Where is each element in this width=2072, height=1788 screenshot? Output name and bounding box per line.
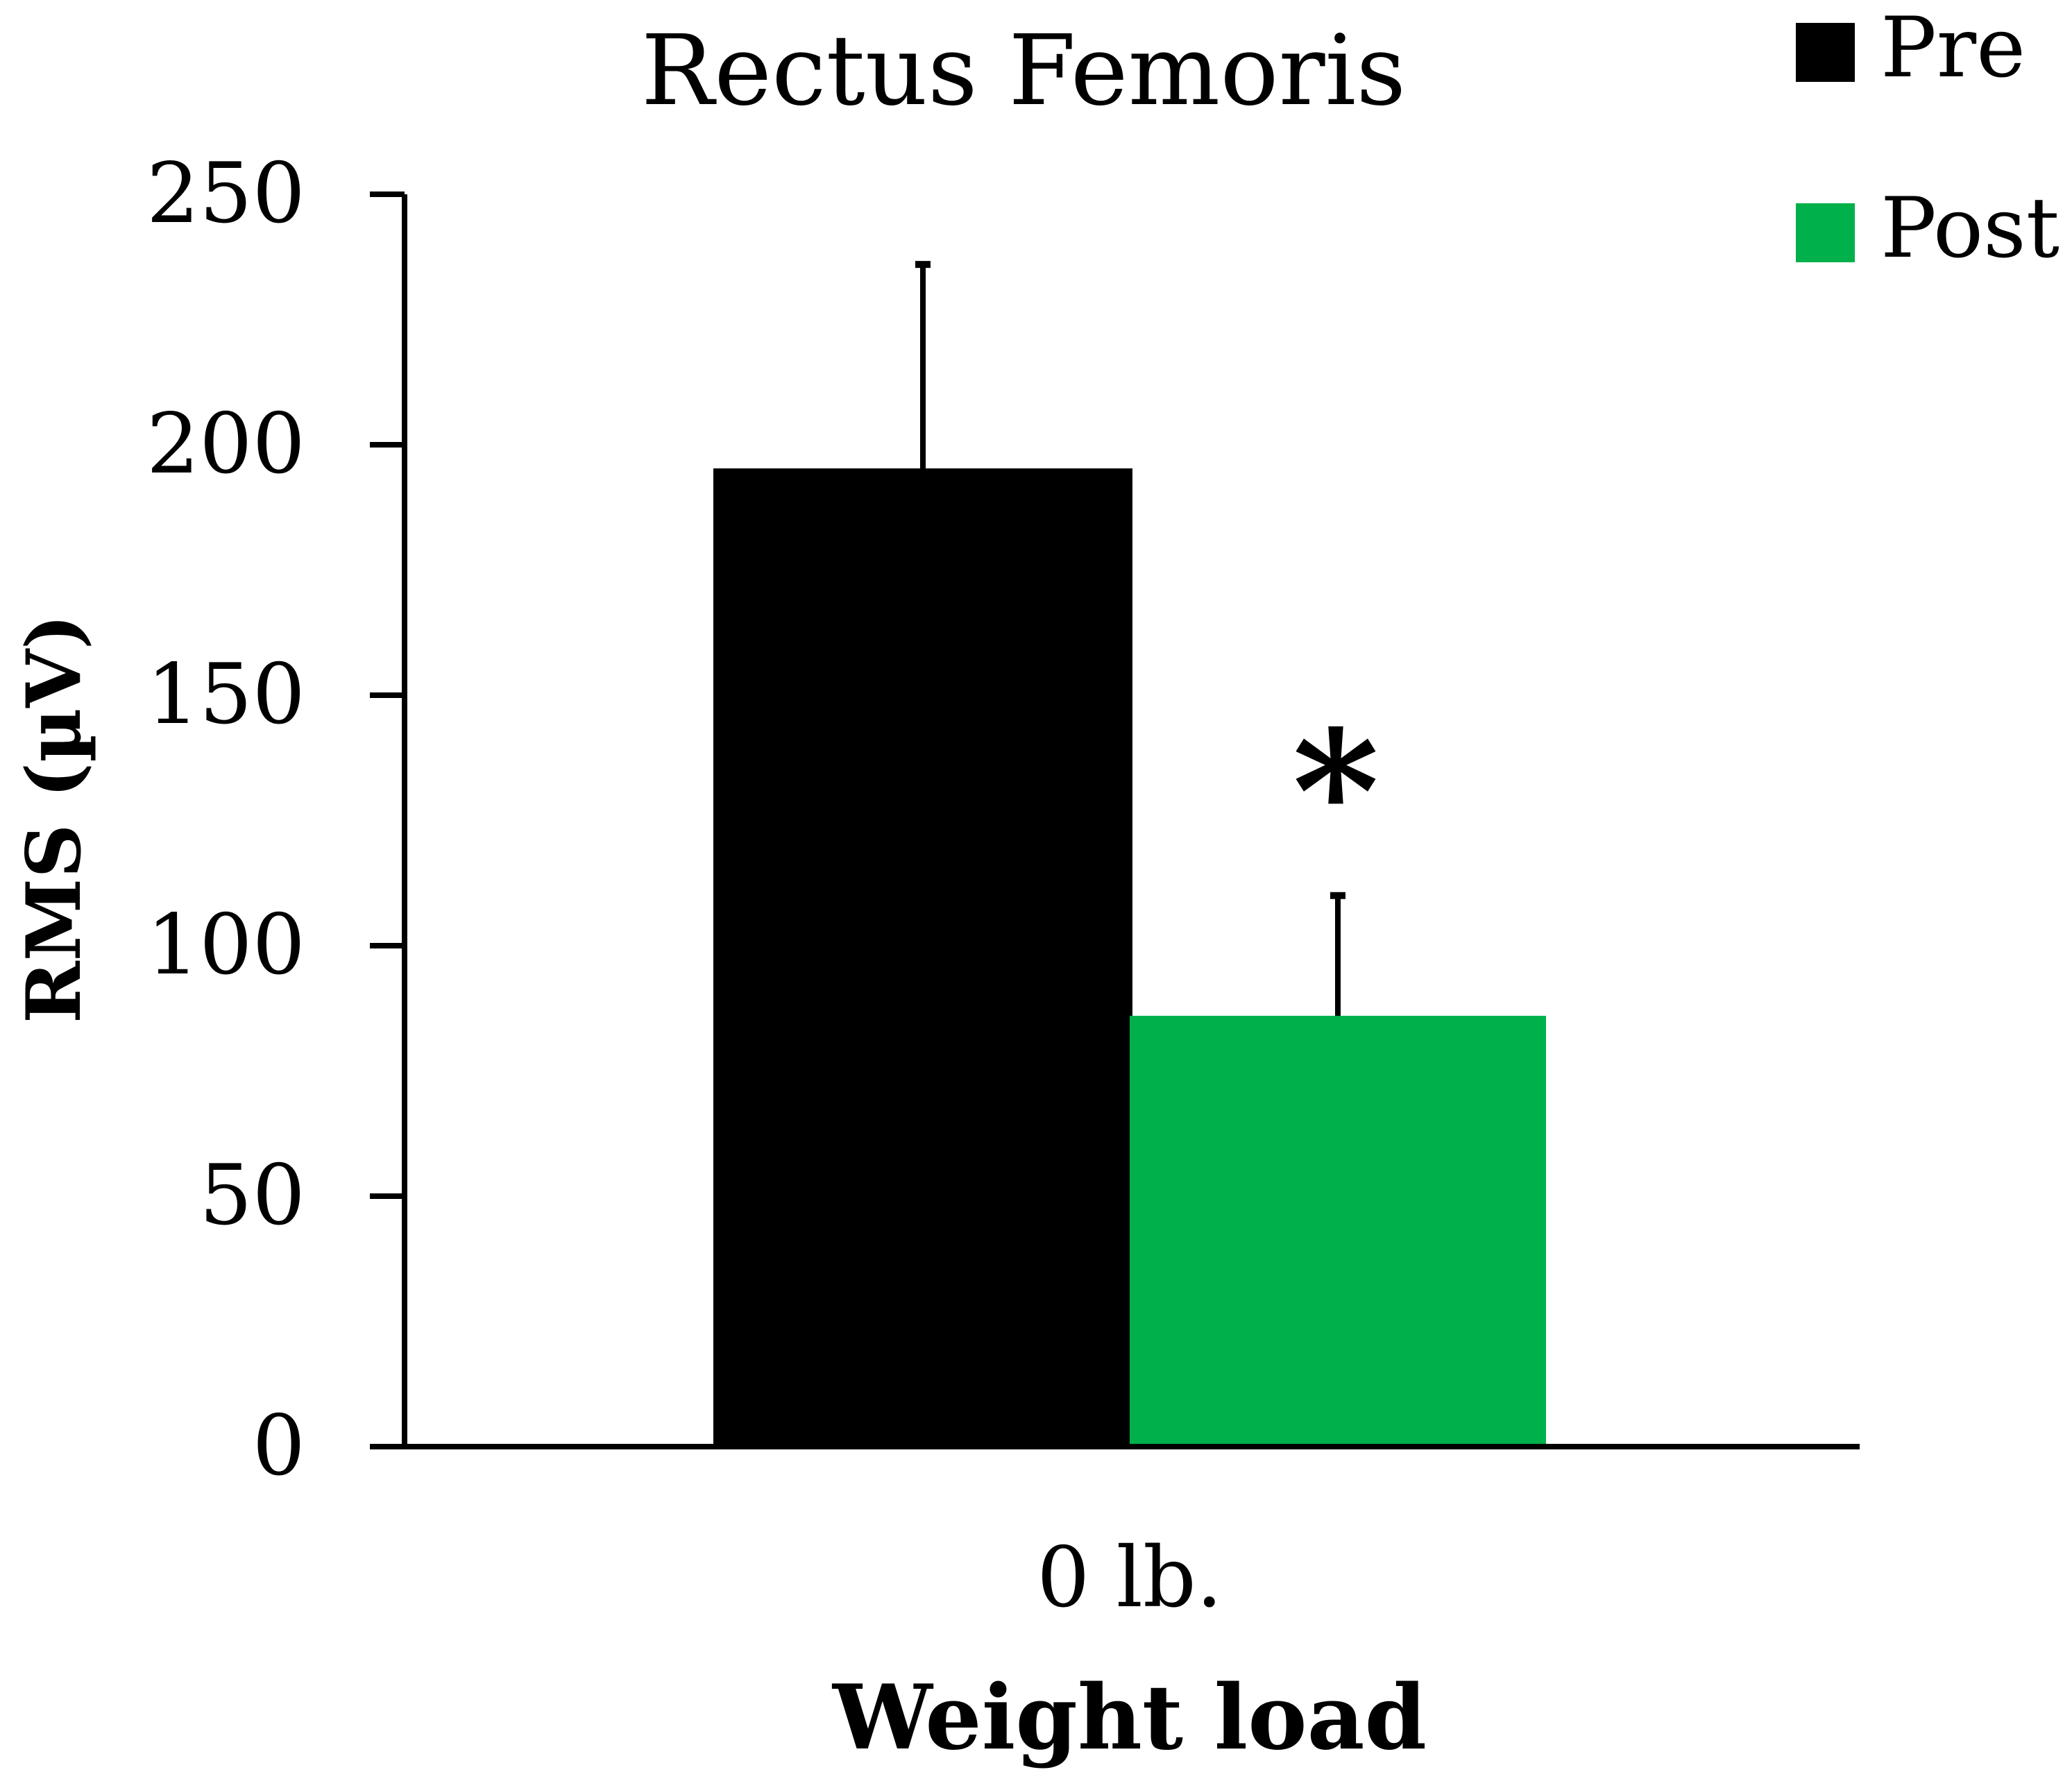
bar-pre [713,468,1132,1448]
bar-post [1130,1016,1546,1447]
y-tick-label: 0 [253,1398,305,1495]
error-bars-layer [915,261,1345,1016]
legend: Pre Post [1796,0,2060,277]
y-axis-label: RMS (µV) [10,614,98,1023]
y-tick-label: 250 [146,146,305,242]
y-tick-label: 50 [199,1148,305,1244]
x-category-label: 0 lb. [1037,1530,1223,1626]
legend-swatch-pre [1796,23,1855,82]
bars-layer [713,468,1546,1448]
legend-label-pre: Pre [1880,0,2026,96]
legend-swatch-post [1796,203,1855,262]
y-tick-label: 100 [146,897,305,994]
y-ticks-layer: 0 50 100 150 200 250 [146,146,405,1495]
axes-layer [370,194,1860,1449]
y-tick-label: 200 [146,396,305,493]
y-tick-label: 150 [146,647,305,743]
chart-title: Rectus Femoris [641,15,1406,128]
x-axis-label: Weight load [831,1666,1427,1770]
legend-label-post: Post [1880,180,2060,277]
significance-asterisk: * [1292,694,1379,889]
